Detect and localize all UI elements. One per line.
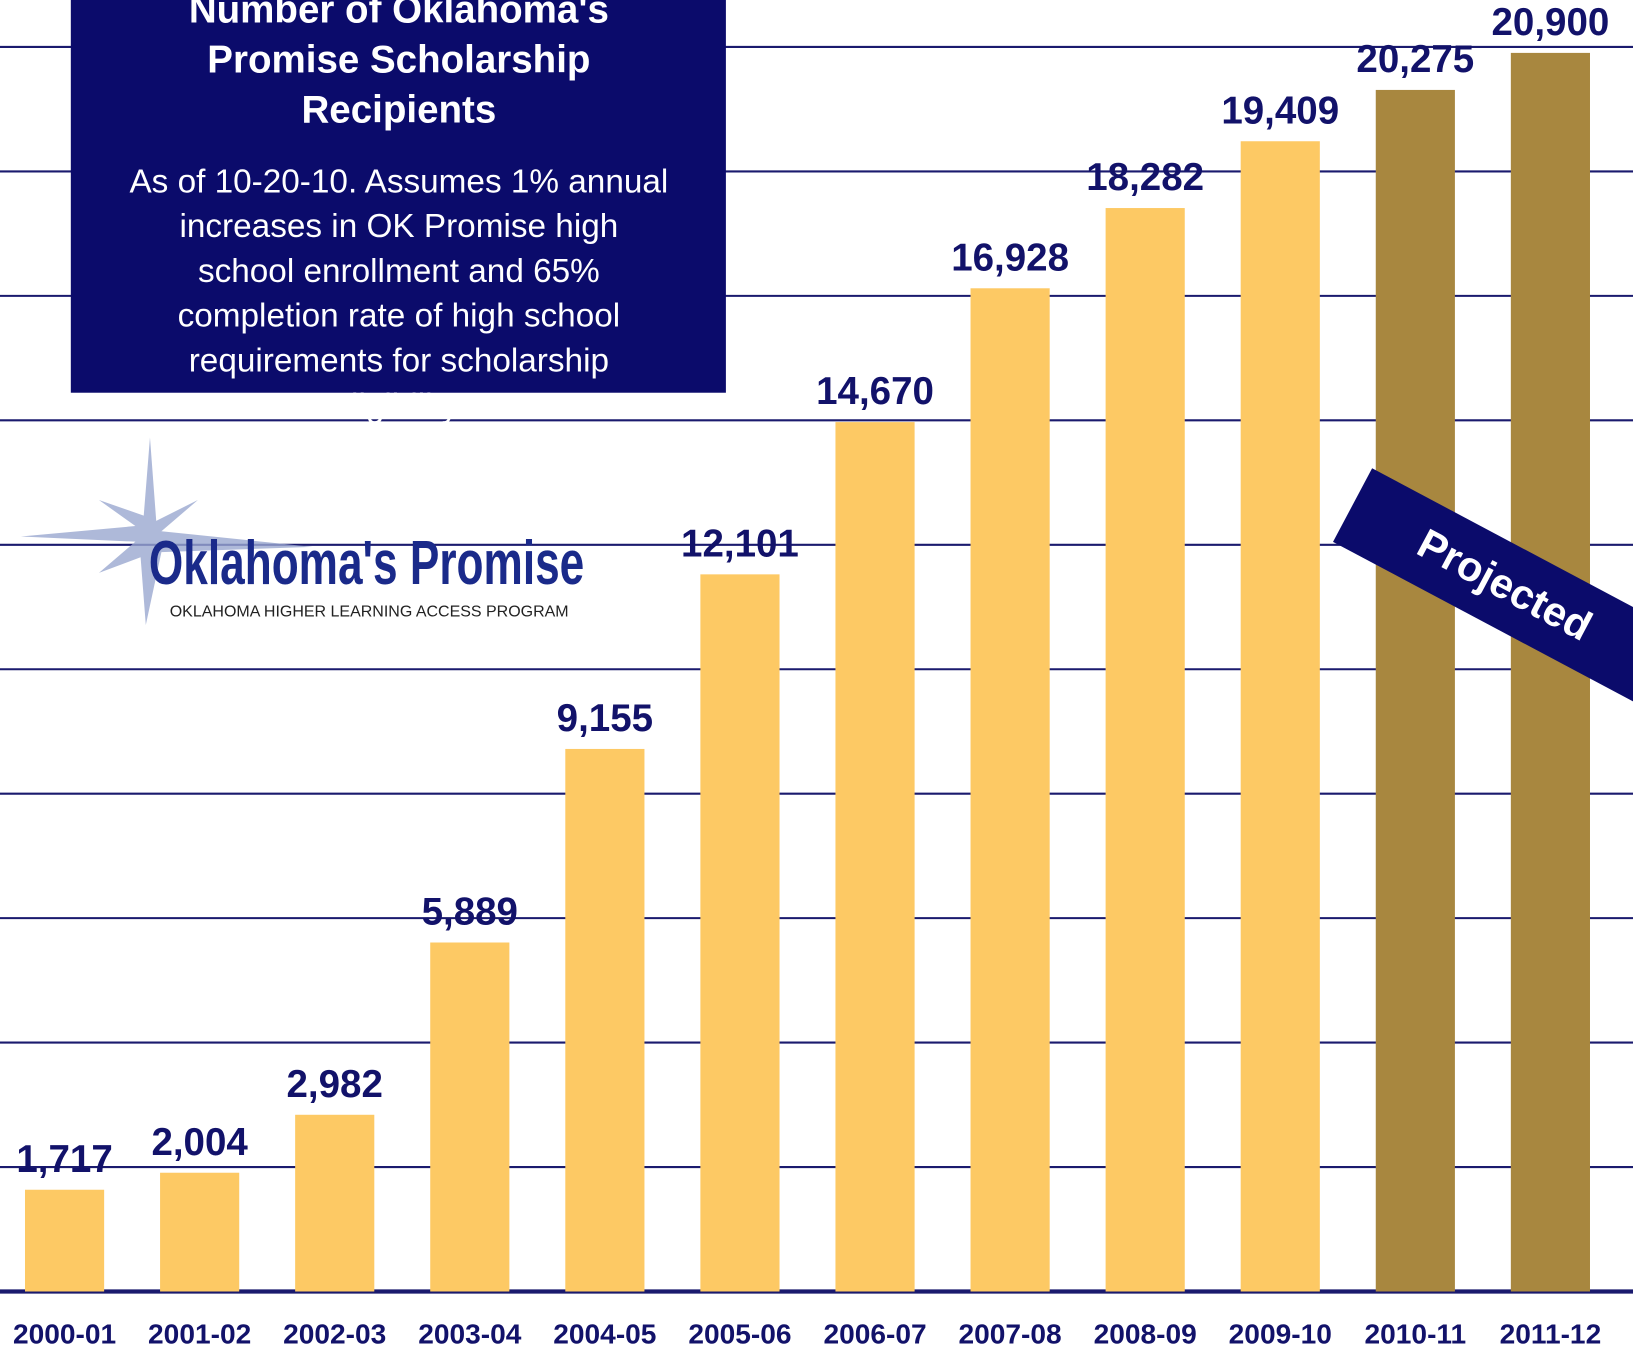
text-line: requirements for scholarship: [189, 342, 609, 379]
title-box: [70, 0, 726, 393]
x-tick-label: 2000-01: [13, 1319, 116, 1350]
x-tick-label: 2009-10: [1229, 1319, 1332, 1350]
bar: [160, 1172, 240, 1292]
logo-star: [20, 437, 313, 625]
x-tick-label: 2006-07: [823, 1319, 926, 1350]
text-line: eligibility.: [333, 387, 466, 424]
bar: [835, 422, 915, 1292]
logo-title: Oklahoma's Promise: [149, 528, 584, 598]
value-label: 20,900: [1492, 1, 1610, 44]
text-line: As of 10-20-10. Assumes 1% annual: [129, 163, 668, 200]
logo-subtitle: OKLAHOMA HIGHER LEARNING ACCESS PROGRAM: [170, 604, 569, 621]
text-line: increases in OK Promise high: [179, 208, 618, 245]
value-label: 19,409: [1221, 89, 1339, 132]
logo: Oklahoma's Promise OKLAHOMA HIGHER LEARN…: [20, 437, 584, 625]
value-label: 2,982: [287, 1063, 383, 1106]
bar: [565, 748, 645, 1292]
value-label: 9,155: [557, 697, 653, 740]
chart-subtitle: As of 10-20-10. Assumes 1% annual increas…: [129, 163, 668, 424]
value-label: 14,670: [816, 370, 934, 413]
value-label: 2,004: [151, 1121, 248, 1164]
value-label: 5,889: [422, 891, 518, 934]
value-label: 1,717: [16, 1138, 112, 1181]
value-label: 18,282: [1086, 156, 1204, 199]
x-tick-label: 2010-11: [1365, 1319, 1467, 1350]
bar: [1105, 208, 1185, 1292]
value-label: 16,928: [951, 236, 1069, 279]
bar: [295, 1114, 375, 1292]
text-line: school enrollment and 65%: [198, 253, 600, 290]
bar: [700, 574, 780, 1292]
x-tick-label: 2008-09: [1094, 1319, 1197, 1350]
x-tick-label: 2011-12: [1500, 1319, 1602, 1350]
bar: [1240, 141, 1320, 1292]
bar: [430, 942, 510, 1292]
x-tick-label: 2005-06: [688, 1319, 791, 1350]
value-label: 20,275: [1356, 38, 1474, 81]
text-line: completion rate of high school: [178, 298, 621, 335]
chart-title: Number of Oklahoma's Promise Scholarship R…: [189, 0, 609, 132]
bar: [1510, 52, 1590, 1292]
text-line: Promise Scholarship: [207, 39, 590, 82]
x-tick-label: 2002-03: [283, 1319, 386, 1350]
bar: [24, 1189, 105, 1292]
banner-box: [1333, 468, 1633, 704]
x-tick-label: 2007-08: [959, 1319, 1062, 1350]
text-line: Recipients: [301, 89, 496, 132]
x-tick-label: 2004-05: [553, 1319, 656, 1350]
bar: [970, 288, 1050, 1292]
x-tick-label: 2001-02: [148, 1319, 251, 1350]
text-line: Number of Oklahoma's: [189, 0, 609, 32]
value-label: 12,101: [681, 522, 799, 565]
bar: [1375, 89, 1455, 1292]
x-tick-label: 2003-04: [418, 1319, 522, 1350]
